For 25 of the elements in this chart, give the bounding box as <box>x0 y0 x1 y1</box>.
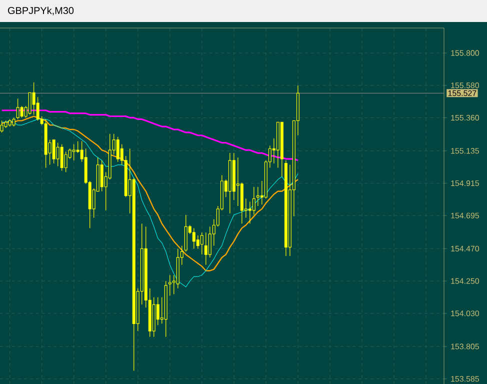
candlestick <box>248 201 252 224</box>
chart-title: GBPJPYk,M30 <box>8 6 74 16</box>
candlestick <box>100 160 104 192</box>
candlestick <box>116 136 120 162</box>
candlestick <box>56 142 60 167</box>
candlestick <box>0 120 4 133</box>
candlestick <box>204 232 208 266</box>
candlestick <box>20 106 24 118</box>
candlestick <box>72 144 76 161</box>
candlestick <box>64 151 68 172</box>
candlestick <box>28 92 32 116</box>
candlestick <box>252 186 256 216</box>
candlestick <box>168 274 172 296</box>
candlestick <box>36 96 40 121</box>
candlestick <box>200 232 204 255</box>
candlestick <box>236 157 240 206</box>
candlestick <box>256 186 260 206</box>
candlestick <box>208 226 212 258</box>
candlestick <box>16 98 20 120</box>
candlestick <box>60 144 64 171</box>
candlestick <box>192 228 196 249</box>
candlestick <box>32 82 36 116</box>
candlestick <box>196 235 200 249</box>
candlestick <box>52 139 56 164</box>
candlestick <box>184 214 188 252</box>
